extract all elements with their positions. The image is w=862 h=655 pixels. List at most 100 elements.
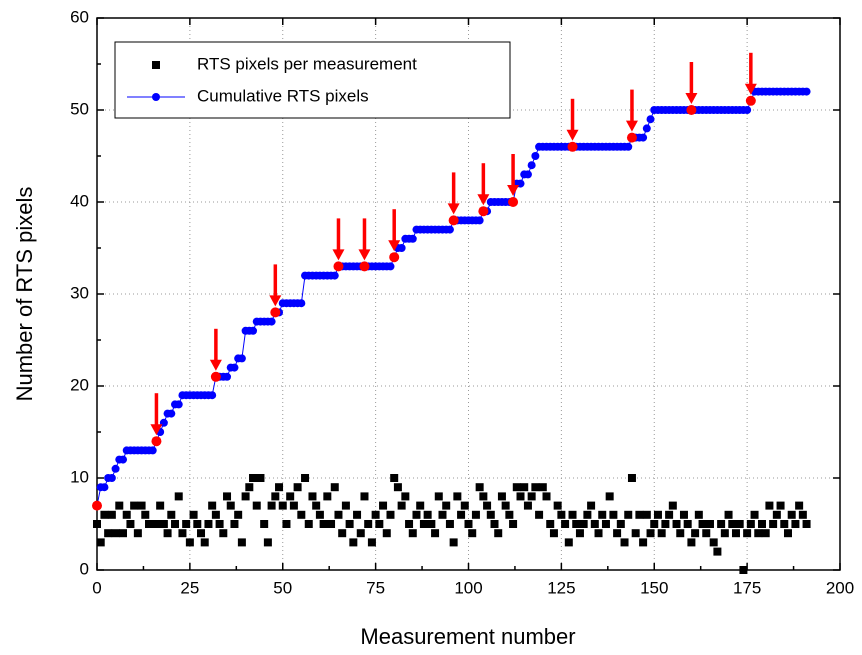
point [795,501,804,510]
point [223,372,232,381]
point [460,501,469,510]
point [256,474,265,482]
point [442,501,451,510]
point [516,492,525,501]
point [475,216,484,225]
point [531,152,540,160]
arrow-head [507,185,520,196]
point [278,501,287,510]
point [802,87,811,96]
point [211,510,220,519]
point [364,520,373,528]
point [527,492,536,501]
point [163,529,172,538]
point [282,520,291,528]
x-tick-label: 0 [92,578,101,597]
point [111,464,120,473]
arrow-head [150,424,163,436]
point [301,474,310,482]
highlight-point [448,215,459,226]
x-tick-label: 100 [454,578,482,597]
point [691,529,700,538]
point [798,510,807,519]
point [479,492,488,501]
point [341,501,350,510]
point [650,520,659,528]
arrow-head [744,83,757,95]
point [609,510,618,519]
legend-box [114,41,511,119]
x-tick-label: 125 [547,578,575,597]
point [419,520,428,528]
point [249,474,258,482]
point [234,510,243,519]
point [438,510,447,519]
point [453,492,462,501]
point [575,529,584,538]
point [743,529,752,538]
point [639,133,648,142]
point [119,455,128,464]
point [590,520,599,528]
arrow-head [209,359,222,371]
point [96,538,105,547]
point [189,510,198,519]
point [694,510,703,519]
point [520,483,529,492]
point [226,501,235,510]
arrow-head [447,203,460,215]
point [661,520,670,528]
point [468,529,477,538]
point [423,510,432,519]
highlight-point [745,95,756,106]
point [594,529,603,538]
point [159,520,168,528]
arrow-head [358,249,371,261]
point [679,510,688,519]
point [601,520,610,528]
point [275,483,284,492]
point [631,529,640,538]
point [204,520,213,528]
point [523,501,532,510]
point [167,409,176,418]
point [546,520,555,528]
point [171,520,180,528]
point [237,354,246,363]
point [668,501,677,510]
arrow-head [477,194,490,206]
point [137,501,146,510]
point [156,501,165,510]
point [252,501,261,510]
point [375,520,384,528]
arrow-head [625,120,638,132]
point [731,529,740,538]
point [557,510,566,519]
point [327,520,336,528]
point [445,520,454,528]
point [572,520,581,528]
point [613,529,622,538]
point [330,271,339,280]
point [717,520,726,528]
point [208,391,217,400]
y-axis-label: Number of RTS pixels [12,187,37,402]
y-tick-label: 10 [70,467,89,486]
point [501,501,510,510]
point [386,510,395,519]
point [542,492,551,501]
point [393,483,402,492]
point [449,538,458,547]
point [624,510,633,519]
point [304,520,313,528]
point [174,492,183,501]
point [338,529,347,538]
point [122,510,131,519]
point [672,520,681,528]
point [93,520,101,528]
point [416,501,425,510]
legend-label: Cumulative RTS pixels [197,86,369,105]
point [245,483,254,492]
point [249,326,258,335]
